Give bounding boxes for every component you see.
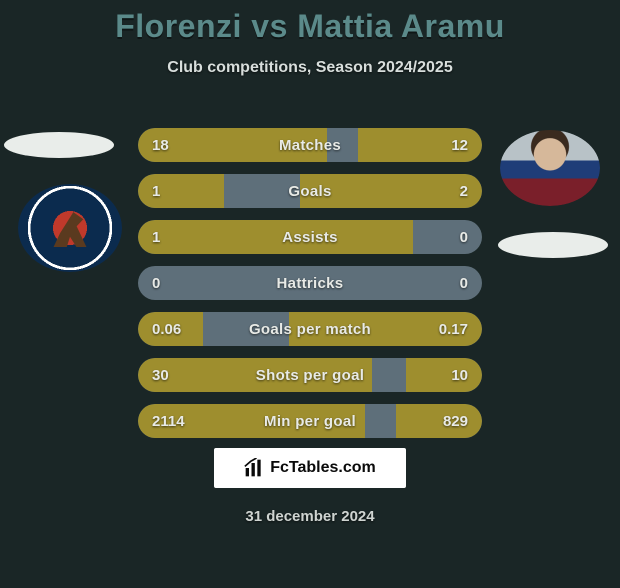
stat-value-right: 12 [451, 128, 468, 162]
stat-value-right: 0.17 [439, 312, 468, 346]
stat-row-matches: 18 Matches 12 [138, 128, 482, 162]
stat-label: Matches [138, 128, 482, 162]
stat-label: Goals per match [138, 312, 482, 346]
stat-row-min-per-goal: 2114 Min per goal 829 [138, 404, 482, 438]
stat-row-hattricks: 0 Hattricks 0 [138, 266, 482, 300]
page-title: Florenzi vs Mattia Aramu [0, 8, 620, 45]
stat-row-assists: 1 Assists 0 [138, 220, 482, 254]
stat-label: Hattricks [138, 266, 482, 300]
stat-label: Shots per goal [138, 358, 482, 392]
stat-value-right: 2 [460, 174, 468, 208]
player-left-shadow [4, 132, 114, 158]
fctables-label: FcTables.com [270, 459, 376, 477]
stats-container: 18 Matches 12 1 Goals 2 1 Assists 0 0 Ha… [138, 128, 482, 450]
season-subtitle: Club competitions, Season 2024/2025 [0, 59, 620, 77]
stat-label: Min per goal [138, 404, 482, 438]
stat-value-right: 10 [451, 358, 468, 392]
cosenza-crest-icon [18, 184, 122, 272]
player-left-crest [18, 184, 122, 272]
bar-chart-icon [244, 458, 264, 478]
stat-label: Goals [138, 174, 482, 208]
stat-label: Assists [138, 220, 482, 254]
stat-row-goals-per-match: 0.06 Goals per match 0.17 [138, 312, 482, 346]
stat-value-right: 0 [460, 266, 468, 300]
player-right-photo [500, 130, 600, 206]
footer-date: 31 december 2024 [0, 508, 620, 525]
stat-row-goals: 1 Goals 2 [138, 174, 482, 208]
fctables-link[interactable]: FcTables.com [214, 448, 406, 488]
stat-value-right: 829 [443, 404, 468, 438]
stat-value-right: 0 [460, 220, 468, 254]
player-right-shadow [498, 232, 608, 258]
stat-row-shots-per-goal: 30 Shots per goal 10 [138, 358, 482, 392]
player-avatar-icon [500, 130, 600, 206]
